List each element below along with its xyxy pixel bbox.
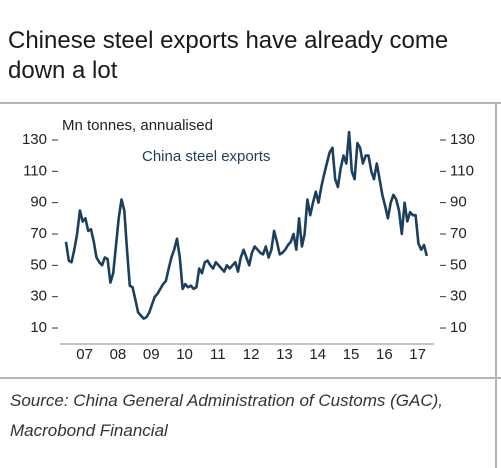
chart-title: Chinese steel exports have already come … bbox=[8, 27, 449, 84]
x-tick-label: 12 bbox=[243, 346, 260, 363]
y-tick-label: 130 bbox=[22, 131, 47, 148]
x-tick-label: 14 bbox=[309, 346, 326, 363]
y2-tick-label: 130 bbox=[450, 131, 475, 148]
y2-tick-label: 70 bbox=[450, 225, 467, 242]
y2-tick-label: 30 bbox=[450, 288, 467, 305]
x-tick-label: 10 bbox=[176, 346, 193, 363]
x-tick-label: 17 bbox=[409, 346, 426, 363]
y-tick-label: 50 bbox=[30, 256, 47, 273]
title-box: Chinese steel exports have already come … bbox=[8, 27, 449, 84]
source-box: Source: China General Administration of … bbox=[10, 391, 444, 440]
y-tick-label: 110 bbox=[23, 162, 47, 179]
y-tick-label: 90 bbox=[30, 194, 47, 211]
y-axis-label: Mn tonnes, annualised bbox=[62, 117, 213, 134]
y-tick-label: 30 bbox=[30, 288, 47, 305]
y2-tick-label: 50 bbox=[450, 256, 467, 273]
y-tick-label: 70 bbox=[30, 225, 47, 242]
y2-tick-label: 90 bbox=[450, 194, 467, 211]
series-line bbox=[64, 130, 429, 320]
x-tick-label: 07 bbox=[76, 346, 93, 363]
y-tick-label: 10 bbox=[30, 319, 47, 336]
x-tick-label: 15 bbox=[343, 346, 360, 363]
y2-tick-label: 10 bbox=[450, 319, 467, 336]
y2-tick-label: 110 bbox=[450, 162, 474, 179]
x-tick-label: 08 bbox=[110, 346, 127, 363]
x-tick-label: 09 bbox=[143, 346, 160, 363]
source: Source: China General Administration of … bbox=[10, 391, 444, 440]
series-label: China steel exports bbox=[142, 148, 270, 165]
x-tick-label: 16 bbox=[376, 346, 393, 363]
x-tick-label: 11 bbox=[210, 346, 226, 363]
x-tick-label: 13 bbox=[276, 346, 293, 363]
